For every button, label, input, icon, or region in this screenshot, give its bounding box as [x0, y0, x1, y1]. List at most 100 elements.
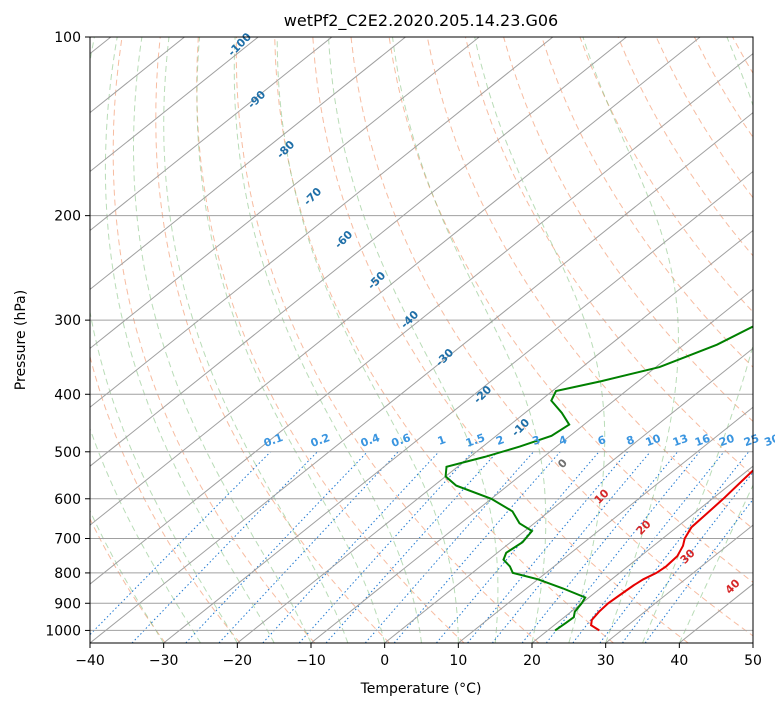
y-tick-label: 600 — [54, 492, 81, 508]
dry-adiabat-line — [112, 37, 316, 643]
dry-adiabat-line — [464, 37, 753, 476]
moist-adiabat-line — [233, 37, 422, 643]
y-tick-label: 500 — [54, 445, 81, 461]
mixing-ratio-line — [262, 451, 440, 643]
y-tick-label: 300 — [54, 313, 81, 329]
plot-background — [90, 37, 753, 643]
dewpoint-line — [444, 325, 753, 632]
x-tick-label: 10 — [449, 653, 467, 669]
x-tick-label: 40 — [670, 653, 688, 669]
moist-adiabat-line — [276, 37, 459, 643]
x-tick-label: 50 — [744, 653, 762, 669]
isotherm-line — [90, 37, 627, 467]
moist-adiabat-line — [678, 484, 753, 643]
dry-adiabat-line — [155, 37, 390, 643]
mixing-ratio-label: 8 — [625, 433, 637, 448]
mixing-ratio-line — [467, 451, 628, 643]
dry-adiabat-line — [312, 37, 689, 643]
dry-adiabat-line — [426, 37, 753, 530]
mixing-ratio-label: 16 — [693, 432, 712, 450]
isotherm-line — [90, 37, 333, 232]
moist-adiabat-line — [392, 37, 547, 643]
x-tick-label: −20 — [223, 653, 253, 669]
mixing-ratio-line — [621, 471, 753, 643]
isotherm-line — [605, 524, 753, 643]
axis-ticks: −40 −30 −20 −10 0 10 20 30 40 50 1000 900 800 700 600 5… — [45, 30, 762, 669]
x-tick-label: 20 — [523, 653, 541, 669]
dry-adiabat-line — [196, 37, 465, 643]
moist-adiabat-line — [582, 37, 679, 643]
y-tick-label: 800 — [54, 566, 81, 582]
dry-adiabat-line — [235, 37, 540, 643]
isotherm-line — [90, 53, 753, 585]
moist-adiabat-line — [196, 37, 386, 643]
isotherm-line — [531, 465, 753, 643]
isotherm-line — [90, 37, 480, 349]
mixing-ratio-label: 4 — [557, 433, 569, 448]
x-axis-title: Temperature (°C) — [360, 681, 482, 697]
mixing-ratio-label: 0.4 — [359, 431, 382, 450]
mixing-ratio-label: 6 — [596, 433, 608, 448]
isotherm-line — [458, 406, 753, 643]
y-tick-label: 400 — [54, 387, 81, 403]
mixing-ratio-label: 0.6 — [390, 431, 413, 450]
isotherm-line — [90, 111, 753, 643]
y-axis-title: Pressure (hPa) — [13, 290, 29, 390]
mixing-ratio-line — [572, 451, 725, 643]
moist-adiabat-line — [474, 37, 606, 643]
mixing-ratio-line — [364, 451, 534, 643]
moist-adiabat-line — [328, 37, 499, 643]
mixing-ratio-label: 1 — [436, 433, 448, 448]
moist-adiabat-line — [163, 37, 349, 643]
plot-frame — [89, 36, 754, 644]
mixing-ratio-label: 0.2 — [309, 431, 332, 450]
temperature-line — [590, 469, 753, 632]
x-tick-label: 30 — [597, 653, 615, 669]
x-tick-label: −30 — [149, 653, 179, 669]
isotherm-line — [90, 37, 554, 408]
mixing-ratio-label: 13 — [671, 432, 690, 449]
isotherm-line — [90, 37, 259, 173]
isotherm-line — [310, 288, 753, 643]
background-lines — [90, 37, 775, 643]
mixing-ratio-line — [325, 451, 498, 643]
mixing-ratio-label: 2 — [494, 433, 506, 448]
mixing-ratio-line — [521, 451, 678, 643]
dry-adiabat-line — [771, 37, 775, 643]
mixing-ratio-line — [545, 451, 701, 643]
mixing-ratio-line — [185, 451, 368, 643]
mixing-ratio-label: 25 — [742, 432, 761, 449]
y-tick-label: 900 — [54, 596, 81, 612]
y-tick-label: 200 — [54, 209, 81, 225]
mixing-ratio-label: 20 — [717, 432, 736, 450]
dry-adiabat-line — [503, 37, 753, 423]
isotherm-line — [90, 37, 406, 291]
dry-adiabat-line — [388, 37, 753, 583]
y-tick-label: 700 — [54, 532, 81, 548]
isotherm-line — [384, 347, 753, 643]
mixing-ratio-line — [218, 451, 399, 643]
chart-title: wetPf2_C2E2.2020.205.14.23.G06 — [284, 11, 558, 31]
mixing-ratio-line — [131, 451, 318, 643]
dry-adiabat-line — [90, 354, 241, 643]
dry-adiabat-line — [274, 37, 614, 643]
x-tick-label: 0 — [380, 653, 389, 669]
mixing-ratio-label: 10 — [644, 432, 663, 450]
mixing-ratio-label: 1.5 — [464, 431, 487, 450]
x-tick-label: −10 — [296, 653, 326, 669]
isotherm-line — [163, 170, 753, 643]
isotherm-line — [90, 37, 701, 526]
y-tick-label: 100 — [54, 30, 81, 46]
mixing-ratio-label: 0.1 — [262, 431, 285, 450]
mixing-ratio-line — [298, 451, 473, 643]
isotherm-line — [237, 229, 753, 643]
mixing-ratio-label: 30 — [763, 432, 775, 450]
dry-adiabat-line — [90, 517, 166, 643]
moist-adiabat-line — [642, 37, 753, 643]
mixing-ratio-line — [90, 451, 271, 636]
profile-series — [444, 325, 753, 632]
mixing-ratio-label: 3 — [531, 433, 543, 448]
x-tick-label: −40 — [75, 653, 105, 669]
y-tick-label: 1000 — [45, 623, 81, 639]
